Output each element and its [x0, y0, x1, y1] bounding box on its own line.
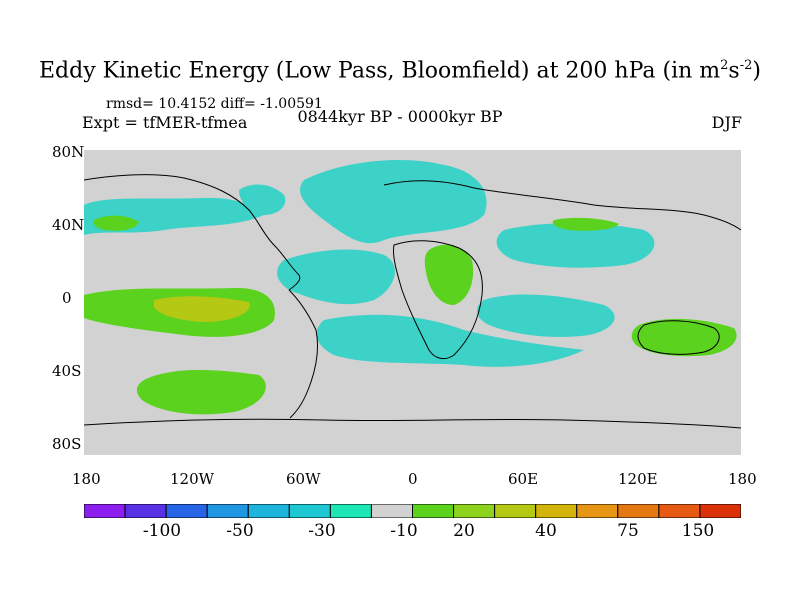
colorbar-label-75: 75: [617, 521, 639, 541]
colorbar: [84, 504, 741, 518]
title-sup2: -2: [739, 58, 753, 73]
north-america-coast: [84, 174, 301, 291]
field-layer: [84, 160, 737, 415]
lat-tick-40n: 40N: [52, 216, 85, 234]
lon-tick-0: 0: [408, 470, 418, 488]
west-asia-pos: [552, 217, 619, 231]
colorbar-box-15: [699, 504, 741, 518]
stats-label: rmsd= 10.4152 diff= -1.00591: [106, 96, 323, 112]
lon-tick-120w: 120W: [170, 470, 215, 488]
lat-tick-80n: 80N: [52, 143, 85, 161]
colorbar-box-14: [658, 504, 701, 518]
colorbar-box-11: [535, 504, 578, 518]
lon-tick-60e: 60E: [508, 470, 539, 488]
australia-pos: [631, 318, 737, 357]
colorbar-label-neg100: -100: [142, 521, 182, 541]
colorbar-box-12: [576, 504, 619, 518]
europe-asia-coast: [383, 180, 741, 231]
colorbar-label-neg10: -10: [390, 521, 418, 541]
season-label: DJF: [711, 113, 742, 132]
title-mid: s: [728, 58, 740, 84]
colorbar-box-7: [370, 504, 414, 518]
lon-tick-180e: 180: [728, 470, 757, 488]
colorbar-box-2: [165, 504, 208, 518]
lon-tick-120e: 120E: [618, 470, 658, 488]
lat-tick-80s: 80S: [52, 435, 82, 453]
colorbar-label-neg50: -50: [226, 521, 254, 541]
ekE-map: [84, 150, 741, 455]
colorbar-label-40: 40: [535, 521, 557, 541]
colorbar-label-150: 150: [681, 521, 715, 541]
central-asia-neg: [496, 223, 655, 268]
lon-tick-180w: 180: [72, 470, 101, 488]
colorbar-box-13: [617, 504, 660, 518]
colorbar-box-5: [288, 504, 331, 518]
colorbar-boxes: [84, 504, 741, 518]
title-sup1: 2: [720, 58, 729, 73]
colorbar-label-neg30: -30: [308, 521, 336, 541]
colorbar-box-8: [412, 504, 455, 518]
lat-tick-40s: 40S: [52, 362, 82, 380]
lat-tick-0: 0: [62, 289, 72, 307]
antarctica-coast: [84, 418, 741, 429]
colorbar-label-20: 20: [453, 521, 475, 541]
south-america-coast: [288, 289, 319, 419]
colorbar-box-6: [329, 504, 372, 518]
tropical-atlantic-neg: [277, 249, 395, 305]
south-atlantic-indian-neg: [316, 314, 584, 367]
experiment-label: Expt = tfMER-tfmea: [82, 113, 248, 132]
africa-coast: [393, 240, 483, 360]
north-atlantic-eurasia-neg: [300, 160, 487, 244]
africa-pos: [424, 244, 474, 305]
east-pacific-core-pos: [154, 296, 250, 322]
colorbar-box-4: [247, 504, 290, 518]
chart-title: Eddy Kinetic Energy (Low Pass, Bloomfiel…: [0, 58, 800, 83]
title-text: Eddy Kinetic Energy (Low Pass, Bloomfiel…: [39, 58, 721, 84]
coastlines: [84, 174, 741, 429]
colorbar-box-9: [453, 504, 496, 518]
indian-ocean-neg: [477, 294, 615, 337]
colorbar-box-10: [494, 504, 537, 518]
colorbar-box-1: [124, 504, 167, 518]
north-pacific-pos: [93, 215, 139, 231]
colorbar-box-0: [84, 504, 126, 518]
south-america-pos: [136, 370, 266, 415]
australia-coast: [637, 320, 720, 355]
north-america-neg: [239, 184, 286, 215]
period-label: 0844kyr BP - 0000kyr BP: [297, 107, 503, 126]
title-close: ): [752, 58, 761, 84]
lon-tick-60w: 60W: [286, 470, 321, 488]
colorbar-box-3: [206, 504, 249, 518]
